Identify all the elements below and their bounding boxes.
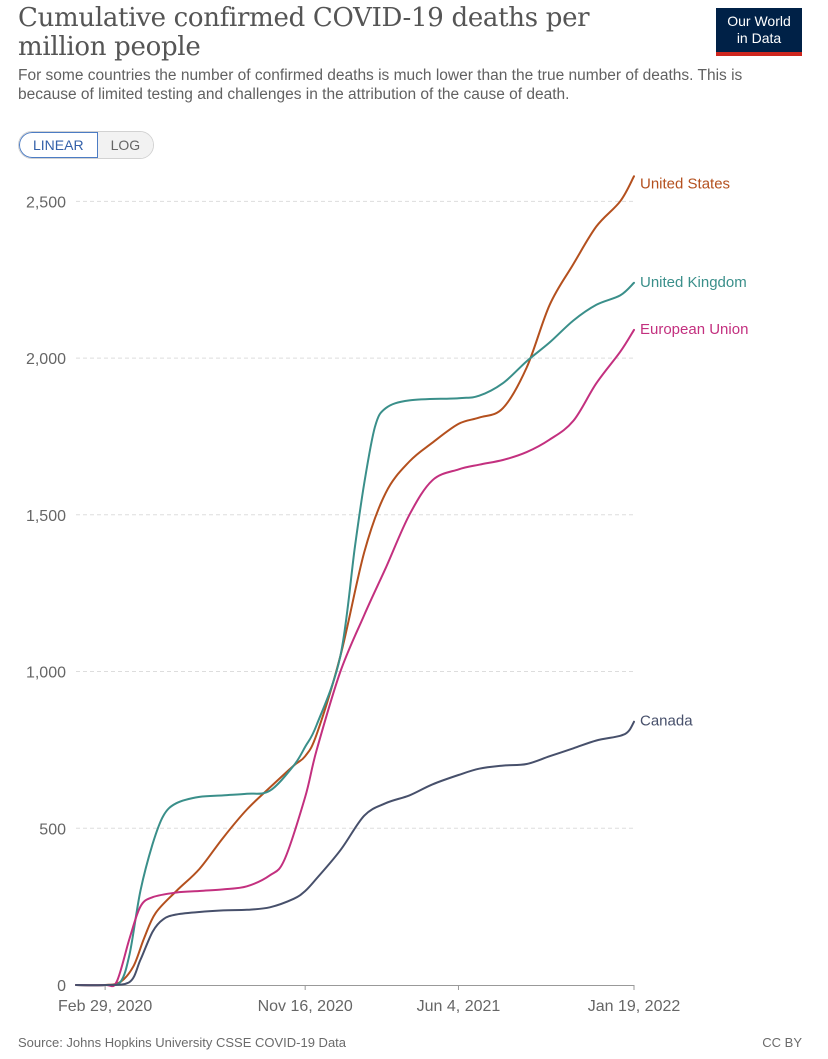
- chart-subtitle: For some countries the number of confirm…: [18, 67, 743, 103]
- linear-scale-button[interactable]: LINEAR: [19, 132, 98, 158]
- y-tick-label: 2,000: [26, 351, 66, 368]
- logo-accent-bar: [716, 52, 802, 56]
- series-label-united-states: United States: [640, 175, 730, 192]
- x-tick-label: Jan 19, 2022: [588, 998, 681, 1015]
- logo-line-1: Our World: [727, 13, 791, 29]
- source-note[interactable]: Source: Johns Hopkins University CSSE CO…: [18, 1035, 347, 1050]
- x-tick-label: Jun 4, 2021: [417, 998, 501, 1015]
- series-label-canada: Canada: [640, 713, 693, 730]
- logo-line-2: in Data: [736, 30, 782, 46]
- series-line-united-kingdom: [75, 281, 635, 987]
- series-labels: United States United Kingdom European Unio…: [640, 175, 748, 729]
- y-tick-label: 500: [39, 821, 66, 838]
- y-tick-label: 2,500: [26, 194, 66, 211]
- owid-logo[interactable]: Our World in Data: [716, 8, 802, 56]
- series-line-european-union: [75, 328, 635, 988]
- series-line-united-states: [75, 175, 635, 987]
- series-label-european-union: European Union: [640, 321, 748, 338]
- x-tick-label: Nov 16, 2020: [258, 998, 353, 1015]
- y-tick-label: 1,500: [26, 508, 66, 525]
- log-scale-button[interactable]: LOG: [97, 132, 154, 158]
- x-tick-label: Feb 29, 2020: [58, 998, 152, 1015]
- y-tick-label: 0: [57, 978, 66, 995]
- y-tick-label: 1,000: [26, 665, 66, 682]
- series-line-canada: [75, 720, 635, 987]
- gridlines: [76, 200, 634, 829]
- series-lines: [75, 175, 635, 988]
- axes: 0 500 1,000 1,500 2,000 2,500 Feb 29, 2020 Nov …: [26, 194, 680, 1015]
- series-label-united-kingdom: United Kingdom: [640, 274, 747, 291]
- scale-toggle: LINEAR LOG: [18, 131, 155, 159]
- chart-title: Cumulative confirmed COVID-19 deaths per…: [18, 3, 590, 62]
- license-note[interactable]: CC BY: [762, 1035, 802, 1050]
